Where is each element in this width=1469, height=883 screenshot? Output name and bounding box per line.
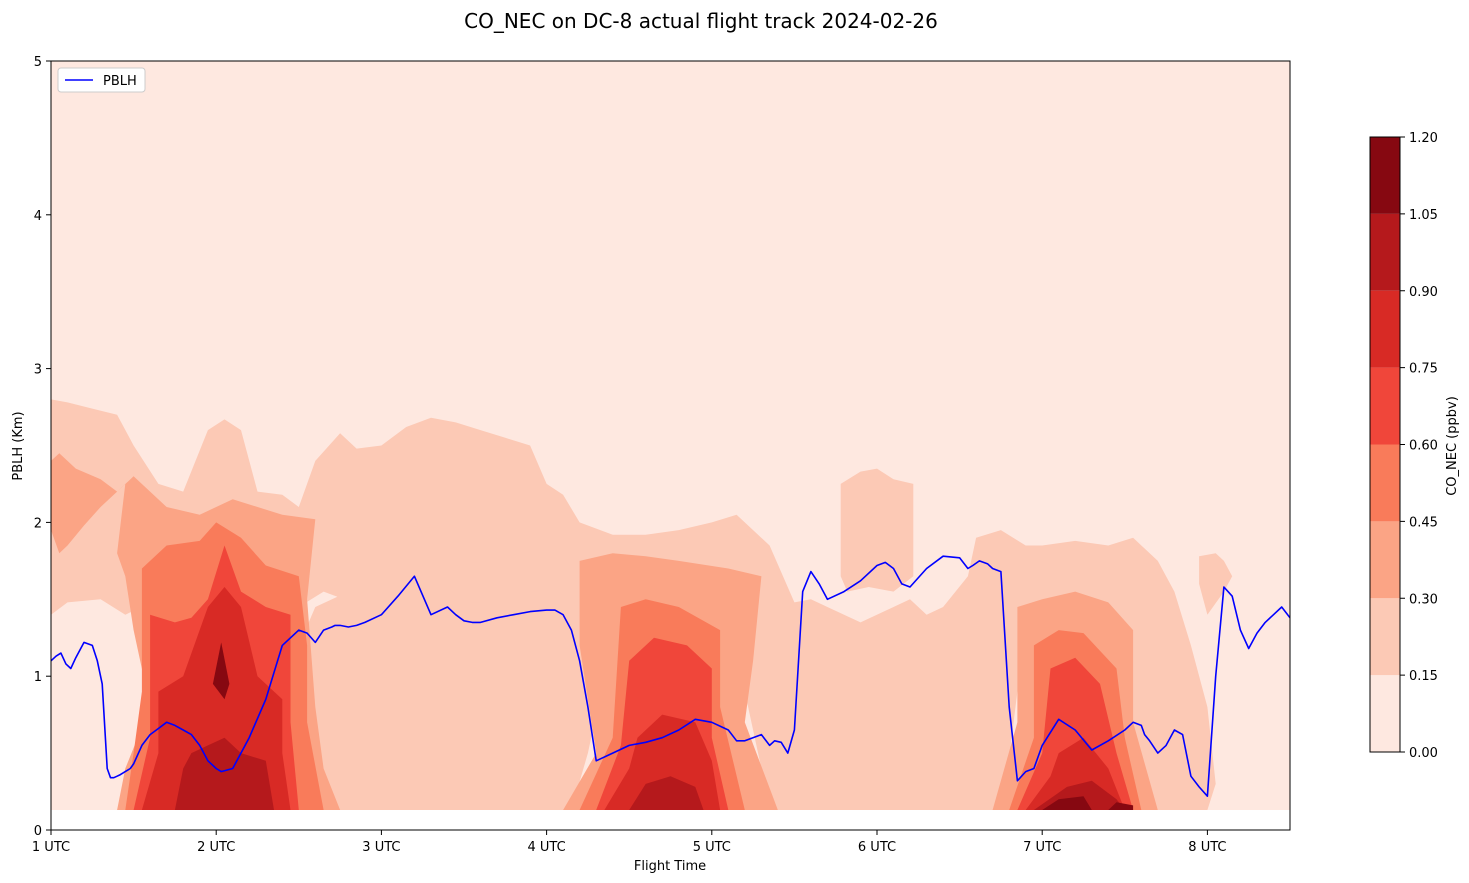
colorbar: 0.00 0.15 0.30 0.45 0.60 0.75 0.90 1.05 1.20: [1369, 131, 1438, 761]
pblh-line: [51, 555, 1290, 797]
contour-layer: [51, 61, 1290, 811]
contour-region-level-7: [1108, 802, 1134, 810]
legend: PBLH: [57, 67, 146, 93]
y-tick-label: 3: [34, 363, 42, 378]
contour-region-level-6: [629, 776, 704, 810]
colorbar-tick-label: 0.15: [1409, 669, 1438, 684]
colorbar-tick-label: 1.20: [1409, 131, 1438, 146]
contour-region-level-6: [174, 737, 274, 810]
y-axis-label: PBLH (Km): [11, 411, 26, 480]
y-axis: 0 1 2 3 4 5: [34, 55, 51, 839]
x-tick-label: 4 UTC: [528, 840, 566, 855]
contour-region-level-1: [1199, 553, 1233, 615]
y-tick-label: 1: [34, 670, 42, 685]
contour-region-level-7: [212, 642, 230, 700]
pblh-layer: [51, 555, 1290, 797]
colorbar-tick-label: 0.45: [1409, 515, 1438, 530]
x-axis-label: Flight Time: [634, 859, 706, 874]
colorbar-segment: [1370, 367, 1400, 445]
colorbar-tick-label: 0.75: [1409, 362, 1438, 377]
y-tick-label: 5: [34, 55, 42, 70]
x-tick-label: 2 UTC: [197, 840, 235, 855]
legend-label-pblh: PBLH: [103, 74, 137, 89]
x-tick-label: 1 UTC: [32, 840, 70, 855]
x-tick-label: 6 UTC: [858, 840, 896, 855]
x-axis: 1 UTC 2 UTC 3 UTC 4 UTC 5 UTC 6 UTC 7 UTC 8 UTC: [32, 830, 1226, 855]
colorbar-segment: [1370, 137, 1400, 214]
colorbar-tick-label: 1.05: [1409, 208, 1438, 223]
x-tick-label: 7 UTC: [1023, 840, 1061, 855]
contour-region-level-1: [840, 468, 914, 592]
y-tick-label: 2: [34, 516, 42, 531]
contour-region-level-5: [141, 587, 291, 810]
colorbar-segment: [1370, 675, 1400, 752]
legend-box: [57, 67, 146, 93]
y-tick-label: 4: [34, 209, 42, 224]
y-tick-label: 0: [34, 824, 42, 839]
colorbar-segment: [1370, 444, 1400, 522]
chart-title: CO_NEC on DC-8 actual flight track 2024-…: [464, 9, 938, 33]
colorbar-tick-label: 0.90: [1409, 285, 1438, 300]
colorbar-segment: [1370, 521, 1400, 599]
colorbar-label: CO_NEC (ppbv): [1445, 396, 1460, 496]
x-tick-label: 5 UTC: [693, 840, 731, 855]
colorbar-segment: [1370, 290, 1400, 368]
contour-region-level-7: [1042, 796, 1092, 810]
colorbar-segment: [1370, 598, 1400, 676]
x-tick-label: 3 UTC: [362, 840, 400, 855]
colorbar-segment: [1370, 213, 1400, 291]
colorbar-tick-label: 0.60: [1409, 439, 1438, 454]
colorbar-tick-label: 0.30: [1409, 592, 1438, 607]
colorbar-tick-label: 0.00: [1409, 746, 1438, 761]
plot-frame: [50, 60, 1291, 831]
x-tick-label: 8 UTC: [1188, 840, 1226, 855]
